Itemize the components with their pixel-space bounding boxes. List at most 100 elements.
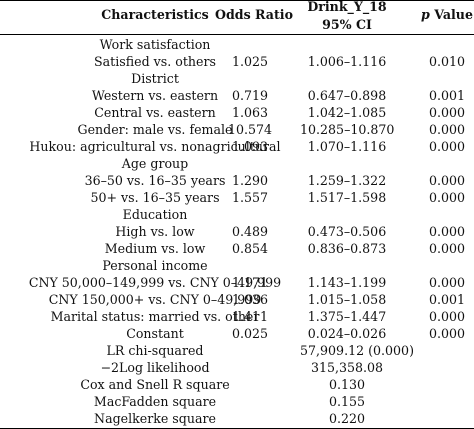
row-odds-ratio: 1.411 — [231, 309, 269, 324]
row-p-value — [420, 376, 474, 393]
row-ci: 1.042–1.085 — [307, 105, 387, 120]
row-p-value: 0.010 — [428, 54, 466, 69]
row-p-value — [420, 155, 474, 172]
header-p-letter: p — [421, 7, 430, 22]
row-label: Marital status: married vs. other — [50, 309, 260, 324]
row-ci: 0.647–0.898 — [307, 88, 387, 103]
top-rule — [0, 0, 474, 1]
table-row: Marital status: married vs. other 1.411 1.… — [0, 308, 474, 325]
row-odds-ratio — [215, 393, 285, 410]
row-ci — [300, 155, 394, 172]
row-ci — [300, 70, 394, 87]
row-odds-ratio: 1.025 — [231, 54, 269, 69]
row-odds-ratio — [215, 342, 285, 359]
row-p-value: 0.000 — [428, 190, 466, 205]
row-p-value — [420, 257, 474, 274]
table-row: 50+ vs. 16–35 years 1.557 1.517–1.598 0.000 — [0, 189, 474, 206]
row-odds-ratio — [215, 257, 285, 274]
row-label: MacFadden square — [93, 394, 217, 409]
table-row: Personal income — [0, 257, 474, 274]
row-label: Cox and Snell R square — [80, 377, 230, 392]
row-label: CNY 50,000–149,999 vs. CNY 0–49,999 — [28, 275, 282, 290]
row-odds-ratio: 0.719 — [231, 88, 269, 103]
header-drink: Drink_Y_18 95% CI — [300, 0, 394, 34]
row-odds-ratio: 0.489 — [231, 224, 269, 239]
row-odds-ratio: 10.574 — [227, 122, 273, 137]
row-ci: 10.285–10.870 — [300, 122, 395, 137]
row-label: Education — [122, 207, 188, 222]
row-p-value: 0.000 — [428, 326, 466, 341]
row-label: 50+ vs. 16–35 years — [90, 190, 220, 205]
table-row: CNY 50,000–149,999 vs. CNY 0–49,999 1.171… — [0, 274, 474, 291]
row-ci: 1.015–1.058 — [307, 292, 387, 307]
row-label: Age group — [121, 156, 189, 171]
header-odds-ratio: Odds Ratio — [215, 7, 293, 22]
row-odds-ratio: 1.063 — [231, 105, 269, 120]
row-odds-ratio — [215, 410, 285, 427]
row-label: Medium vs. low — [104, 241, 206, 256]
row-ci: 0.024–0.026 — [307, 326, 387, 341]
row-p-value: 0.000 — [428, 241, 466, 256]
row-label: Gender: male vs. female — [77, 122, 233, 137]
table-row: Age group — [0, 155, 474, 172]
header-drink-line1: Drink_Y_18 — [307, 0, 387, 14]
row-ci: 1.517–1.598 — [307, 190, 387, 205]
row-label: Personal income — [102, 258, 208, 273]
row-ci: 315,358.08 — [310, 360, 384, 375]
table-row: Central vs. eastern 1.063 1.042–1.085 0.000 — [0, 104, 474, 121]
row-p-value: 0.000 — [428, 309, 466, 324]
row-p-value — [420, 36, 474, 53]
row-p-value: 0.001 — [428, 292, 466, 307]
header-rule — [0, 34, 474, 35]
table-header: Characteristics Odds Ratio Drink_Y_18 95… — [0, 0, 474, 32]
table-row: Nagelkerke square 0.220 — [0, 410, 474, 427]
header-characteristics: Characteristics — [101, 7, 209, 22]
row-ci: 1.375–1.447 — [307, 309, 387, 324]
row-ci — [300, 36, 394, 53]
row-p-value: 0.000 — [428, 173, 466, 188]
row-ci — [300, 206, 394, 223]
row-p-value — [420, 342, 474, 359]
row-p-value — [420, 359, 474, 376]
table-row: District — [0, 70, 474, 87]
row-odds-ratio — [215, 359, 285, 376]
row-ci: 0.220 — [328, 411, 366, 426]
row-odds-ratio: 1.036 — [231, 292, 269, 307]
row-odds-ratio: 0.854 — [231, 241, 269, 256]
row-ci: 57,909.12 (0.000) — [300, 343, 414, 358]
row-p-value: 0.000 — [428, 224, 466, 239]
row-p-value: 0.000 — [428, 139, 466, 154]
row-p-value: 0.000 — [428, 105, 466, 120]
header-p-suffix: Value — [429, 7, 473, 22]
row-p-value — [420, 410, 474, 427]
header-drink-line2: 95% CI — [322, 17, 372, 32]
row-ci: 1.070–1.116 — [307, 139, 387, 154]
row-label: CNY 150,000+ vs. CNY 0–49,999 — [48, 292, 262, 307]
row-ci: 0.473–0.506 — [307, 224, 387, 239]
row-label: Constant — [126, 326, 184, 341]
table-row: Western vs. eastern 0.719 0.647–0.898 0.001 — [0, 87, 474, 104]
table-row: Cox and Snell R square 0.130 — [0, 376, 474, 393]
table-row: CNY 150,000+ vs. CNY 0–49,999 1.036 1.015–… — [0, 291, 474, 308]
row-odds-ratio: 1.093 — [231, 139, 269, 154]
row-label: Hukou: agricultural vs. nonagricultural — [29, 139, 281, 154]
row-odds-ratio: 1.557 — [231, 190, 269, 205]
row-label: Central vs. eastern — [94, 105, 216, 120]
row-odds-ratio: 0.025 — [231, 326, 269, 341]
row-ci: 1.006–1.116 — [307, 54, 387, 69]
table-row: 36–50 vs. 16–35 years 1.290 1.259–1.322 0.0… — [0, 172, 474, 189]
row-p-value: 0.000 — [428, 275, 466, 290]
row-label: District — [131, 71, 179, 86]
row-p-value — [420, 393, 474, 410]
header-p-value: p Value — [420, 6, 474, 27]
row-ci: 1.143–1.199 — [307, 275, 387, 290]
row-label: Satisfied vs. others — [94, 54, 216, 69]
row-odds-ratio — [215, 36, 285, 53]
row-p-value — [420, 206, 474, 223]
row-ci: 0.155 — [328, 394, 366, 409]
table-row: Constant 0.025 0.024–0.026 0.000 — [0, 325, 474, 342]
row-p-value — [420, 70, 474, 87]
table-row: MacFadden square 0.155 — [0, 393, 474, 410]
table-row: Medium vs. low 0.854 0.836–0.873 0.000 — [0, 240, 474, 257]
row-label: Western vs. eastern — [91, 88, 219, 103]
